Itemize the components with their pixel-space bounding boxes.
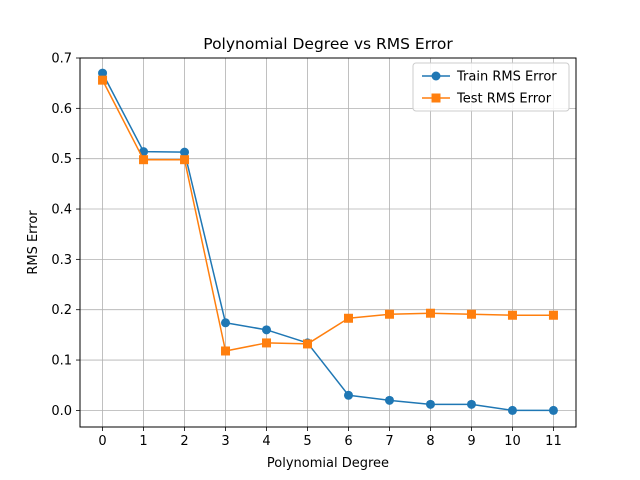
x-tick-label: 11 xyxy=(545,434,562,449)
y-tick-label: 0.0 xyxy=(51,404,72,419)
data-point xyxy=(466,309,476,319)
data-point xyxy=(262,325,272,335)
plot-frame xyxy=(79,57,577,428)
data-point xyxy=(180,155,190,165)
legend-marker xyxy=(431,93,441,103)
data-point xyxy=(425,308,435,318)
data-point xyxy=(98,68,108,78)
data-point xyxy=(262,338,272,348)
legend-item-test: Test RMS Error xyxy=(422,92,552,107)
y-tick-label: 0.6 xyxy=(51,102,72,117)
data-point xyxy=(548,405,558,415)
ticks: 0 1 2 3 4 5 6 7 8 9 10 11 0.0 0.1 0.2 0.3 0.4 0.5 0.6 0.7 xyxy=(51,52,561,450)
y-tick-label: 0.4 xyxy=(51,203,72,218)
series-line xyxy=(101,79,554,352)
legend-label: Test RMS Error xyxy=(456,92,552,107)
legend-marker xyxy=(431,71,441,81)
y-tick-label: 0.1 xyxy=(51,354,72,369)
x-tick-label: 10 xyxy=(504,434,521,449)
series-test xyxy=(98,75,558,356)
y-tick-label: 0.2 xyxy=(51,303,72,318)
series-line xyxy=(101,72,554,412)
x-tick-label: 7 xyxy=(385,434,393,449)
data-point xyxy=(221,346,231,356)
data-point xyxy=(384,395,394,405)
x-tick-label: 1 xyxy=(139,434,147,449)
chart-title: Polynomial Degree vs RMS Error xyxy=(203,35,453,53)
legend-item-train: Train RMS Error xyxy=(422,70,557,85)
x-tick-label: 4 xyxy=(262,434,270,449)
x-tick-label: 0 xyxy=(98,434,106,449)
data-point xyxy=(425,399,435,409)
x-tick-label: 2 xyxy=(180,434,188,449)
data-point xyxy=(548,310,558,320)
series-train xyxy=(98,68,558,415)
data-point xyxy=(221,318,231,328)
y-tick-label: 0.7 xyxy=(51,52,72,67)
x-tick-label: 9 xyxy=(467,434,475,449)
y-tick-label: 0.5 xyxy=(51,152,72,167)
data-point xyxy=(98,75,108,85)
y-tick-label: 0.3 xyxy=(51,253,72,268)
data-point xyxy=(180,147,190,157)
data-point xyxy=(343,390,353,400)
data-point xyxy=(507,310,517,320)
x-tick-label: 8 xyxy=(426,434,434,449)
data-point xyxy=(303,339,313,349)
y-axis-title: RMS Error xyxy=(26,210,41,275)
x-tick-label: 5 xyxy=(303,434,311,449)
x-tick-label: 3 xyxy=(221,434,229,449)
x-axis-title: Polynomial Degree xyxy=(267,456,389,471)
series-layer xyxy=(98,68,558,415)
x-tick-label: 6 xyxy=(344,434,352,449)
data-point xyxy=(343,313,353,323)
legend-box xyxy=(412,62,570,112)
data-point xyxy=(466,399,476,409)
legend-label: Train RMS Error xyxy=(456,70,557,85)
data-point xyxy=(507,405,517,415)
data-point xyxy=(139,155,149,165)
data-point xyxy=(384,309,394,319)
legend: Train RMS Error Test RMS Error xyxy=(412,62,570,112)
